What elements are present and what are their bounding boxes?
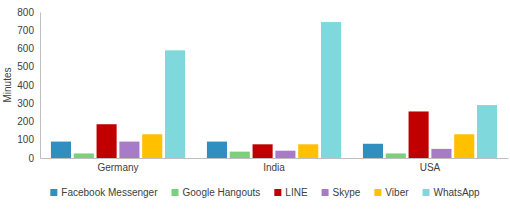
y-tick-label: 600 xyxy=(17,43,34,54)
bar xyxy=(275,151,295,158)
y-tick: 200 xyxy=(17,116,40,127)
bar xyxy=(253,144,273,158)
y-tick-label: 300 xyxy=(17,98,34,109)
bar xyxy=(409,111,429,158)
x-tick: USA xyxy=(420,158,441,173)
bar xyxy=(119,142,139,158)
legend-label: Facebook Messenger xyxy=(61,187,158,198)
bar xyxy=(298,144,318,158)
x-tick: India xyxy=(263,158,285,173)
legend-label: LINE xyxy=(285,187,308,198)
legend-item: LINE xyxy=(274,187,308,198)
y-tick: 500 xyxy=(17,61,40,72)
bar xyxy=(97,124,117,158)
y-axis-line xyxy=(40,13,41,159)
y-tick: 800 xyxy=(17,7,40,18)
legend-swatch xyxy=(374,189,381,196)
y-tick-label: 400 xyxy=(17,80,34,91)
bar xyxy=(386,153,406,158)
bar xyxy=(207,142,227,158)
x-tick-label: Germany xyxy=(97,162,138,173)
legend-label: WhatsApp xyxy=(434,187,481,198)
y-tick-label: 700 xyxy=(17,25,34,36)
legend-swatch xyxy=(171,189,178,196)
y-axis: 0 100 200 300 400 500 600 700 800 xyxy=(17,7,40,164)
bar xyxy=(454,134,474,158)
legend-item: Skype xyxy=(322,187,361,198)
legend-label: Skype xyxy=(333,187,361,198)
bars xyxy=(51,22,497,158)
legend-swatch xyxy=(322,189,329,196)
bar xyxy=(74,153,94,158)
legend-label: Google Hangouts xyxy=(182,187,260,198)
y-tick: 400 xyxy=(17,80,40,91)
legend-swatch xyxy=(423,189,430,196)
y-tick: 600 xyxy=(17,43,40,54)
legend: Facebook Messenger Google Hangouts LINE Sky… xyxy=(50,187,480,198)
x-axis: Germany India USA xyxy=(41,158,509,173)
chart: 0 100 200 300 400 500 600 700 800 Germany India USA… xyxy=(0,0,510,218)
bar xyxy=(321,22,341,158)
legend-item: WhatsApp xyxy=(423,187,481,198)
bar xyxy=(51,142,71,158)
x-tick: Germany xyxy=(97,158,138,173)
bar xyxy=(230,152,250,158)
bar xyxy=(477,105,497,158)
y-tick-label: 200 xyxy=(17,116,34,127)
legend-item: Viber xyxy=(374,187,409,198)
legend-item: Google Hangouts xyxy=(171,187,260,198)
bar xyxy=(165,50,185,158)
legend-label: Viber xyxy=(385,187,409,198)
bar xyxy=(363,144,383,158)
x-tick-label: India xyxy=(263,162,285,173)
x-tick-label: USA xyxy=(420,162,441,173)
legend-swatch xyxy=(50,189,57,196)
y-tick-label: 100 xyxy=(17,134,34,145)
x-axis-line xyxy=(41,158,509,159)
y-tick-label: 0 xyxy=(28,153,34,164)
bar xyxy=(142,134,162,158)
y-tick: 300 xyxy=(17,98,40,109)
y-tick-label: 500 xyxy=(17,61,34,72)
y-tick-label: 800 xyxy=(17,7,34,18)
legend-swatch xyxy=(274,189,281,196)
bar xyxy=(431,149,451,158)
y-axis-title: Minutes xyxy=(2,67,13,102)
y-tick: 0 xyxy=(28,153,40,164)
legend-item: Facebook Messenger xyxy=(50,187,158,198)
y-tick: 100 xyxy=(17,134,40,145)
y-tick: 700 xyxy=(17,25,40,36)
